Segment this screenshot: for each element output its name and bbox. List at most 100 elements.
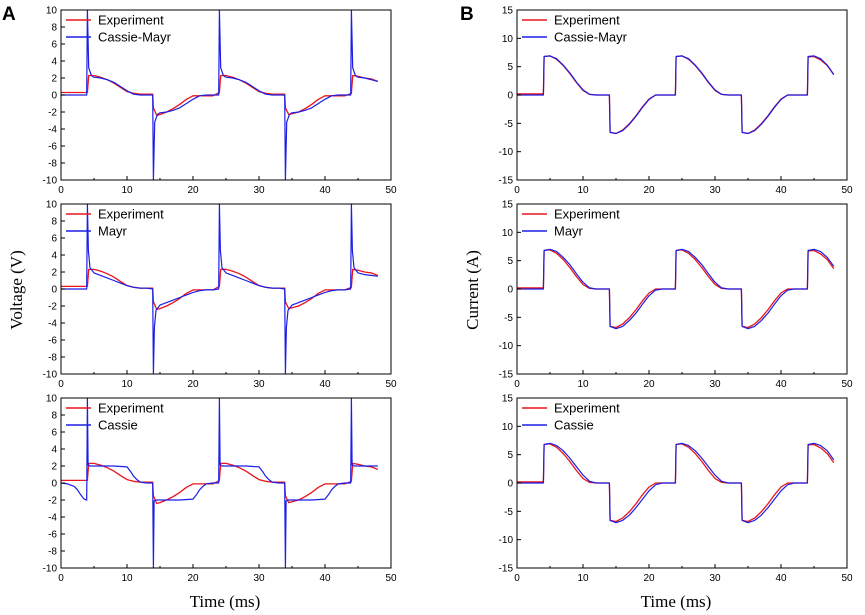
x-tick-label: 40	[775, 379, 787, 390]
x-tick-label: 20	[187, 185, 199, 196]
series-line-cassie	[517, 442, 835, 524]
y-tick-label: -15	[499, 176, 514, 187]
y-tick-label: -10	[43, 370, 58, 381]
panel-b-label: B	[460, 4, 474, 25]
x-tick-label: 30	[709, 379, 721, 390]
y-tick-label: -15	[499, 564, 514, 575]
legend-label: Experiment	[98, 207, 164, 222]
chart-B2: 0 10 20 30 40 50 -15 -10 -5 0 5 10 15 Experiment Mayr	[499, 200, 853, 391]
series-line-mayr	[517, 248, 835, 330]
y-tick-label: 6	[51, 40, 57, 51]
series-line-mayr	[61, 204, 378, 374]
x-tick-label: 50	[385, 573, 397, 584]
y-tick-label: 5	[507, 450, 513, 461]
y-tick-label: -5	[504, 119, 513, 130]
y-tick-label: 8	[51, 217, 57, 228]
legend-label: Cassie	[554, 418, 594, 433]
y-tick-label: 0	[51, 91, 57, 102]
y-tick-label: 5	[507, 256, 513, 267]
legend-label: Cassie-Mayr	[554, 30, 628, 45]
y-tick-label: -10	[499, 535, 514, 546]
chart-A1: 0 10 20 30 40 50 -10 -8 -6 -4 -2 0 2 4 6 8 10 Experiment C…	[43, 6, 397, 197]
current-axis-title: Current (A)	[463, 250, 482, 330]
y-tick-label: 0	[507, 91, 513, 102]
x-tick-label: 50	[841, 573, 853, 584]
time-axis-title-right: Time (ms)	[641, 592, 712, 611]
y-tick-label: -10	[43, 176, 58, 187]
x-tick-label: 40	[319, 573, 331, 584]
x-tick-label: 40	[319, 379, 331, 390]
y-tick-label: 6	[51, 428, 57, 439]
legend-label: Experiment	[98, 13, 164, 28]
legend-label: Mayr	[98, 224, 128, 239]
y-tick-label: -15	[499, 370, 514, 381]
y-tick-label: -4	[48, 319, 57, 330]
y-tick-label: 2	[51, 74, 57, 85]
x-tick-label: 50	[841, 379, 853, 390]
x-tick-label: 10	[121, 573, 133, 584]
series-line-cassie	[61, 398, 378, 568]
x-tick-label: 30	[709, 573, 721, 584]
y-tick-label: 4	[51, 251, 57, 262]
y-tick-label: -6	[48, 530, 57, 541]
x-tick-label: 30	[253, 573, 265, 584]
y-tick-label: -8	[48, 547, 57, 558]
x-tick-label: 0	[514, 185, 520, 196]
legend-label: Experiment	[554, 13, 620, 28]
series-line-experiment	[61, 462, 379, 505]
x-tick-label: 30	[253, 185, 265, 196]
y-tick-label: -8	[48, 353, 57, 364]
y-tick-label: 4	[51, 445, 57, 456]
panel-a-label: A	[2, 4, 16, 25]
legend-label: Mayr	[554, 224, 584, 239]
y-tick-label: 2	[51, 462, 57, 473]
x-tick-label: 20	[643, 573, 655, 584]
y-tick-label: 10	[502, 228, 514, 239]
x-tick-label: 0	[514, 573, 520, 584]
y-tick-label: 5	[507, 62, 513, 73]
x-tick-label: 30	[709, 185, 721, 196]
x-tick-label: 10	[121, 379, 133, 390]
voltage-axis-title: Voltage (V)	[7, 250, 26, 329]
x-tick-label: 0	[58, 185, 64, 196]
x-tick-label: 20	[643, 379, 655, 390]
chart-A3: 0 10 20 30 40 50 -10 -8 -6 -4 -2 0 2 4 6 8 10 Experiment C…	[43, 394, 397, 585]
legend-label: Experiment	[554, 207, 620, 222]
legend-label: Cassie	[98, 418, 138, 433]
y-tick-label: -4	[48, 125, 57, 136]
y-tick-label: 0	[51, 285, 57, 296]
y-tick-label: 8	[51, 411, 57, 422]
series-line-cassie-mayr	[61, 10, 378, 180]
y-tick-label: -10	[499, 341, 514, 352]
y-tick-label: -2	[48, 302, 57, 313]
x-tick-label: 20	[643, 185, 655, 196]
legend-label: Cassie-Mayr	[98, 30, 172, 45]
series-line-cassie-mayr	[517, 55, 835, 135]
y-tick-label: 15	[502, 200, 514, 211]
y-tick-label: 0	[507, 479, 513, 490]
y-tick-label: 10	[46, 394, 58, 405]
x-tick-label: 40	[775, 185, 787, 196]
x-tick-label: 40	[319, 185, 331, 196]
x-tick-label: 0	[514, 379, 520, 390]
y-tick-label: 15	[502, 6, 514, 17]
x-tick-label: 10	[577, 573, 589, 584]
y-tick-label: 10	[46, 200, 58, 211]
y-tick-label: 15	[502, 394, 514, 405]
y-tick-label: 4	[51, 57, 57, 68]
y-tick-label: 0	[51, 479, 57, 490]
y-tick-label: -2	[48, 108, 57, 119]
x-tick-label: 10	[577, 379, 589, 390]
y-tick-label: 0	[507, 285, 513, 296]
y-tick-label: -5	[504, 313, 513, 324]
chart-A2: 0 10 20 30 40 50 -10 -8 -6 -4 -2 0 2 4 6 8 10 Experiment M…	[43, 200, 397, 391]
x-tick-label: 0	[58, 573, 64, 584]
y-tick-label: 10	[502, 422, 514, 433]
y-tick-label: -2	[48, 496, 57, 507]
legend-label: Experiment	[98, 401, 164, 416]
y-tick-label: 10	[46, 6, 58, 17]
legend-label: Experiment	[554, 401, 620, 416]
x-tick-label: 10	[121, 185, 133, 196]
y-tick-label: 8	[51, 23, 57, 34]
y-tick-label: -5	[504, 507, 513, 518]
